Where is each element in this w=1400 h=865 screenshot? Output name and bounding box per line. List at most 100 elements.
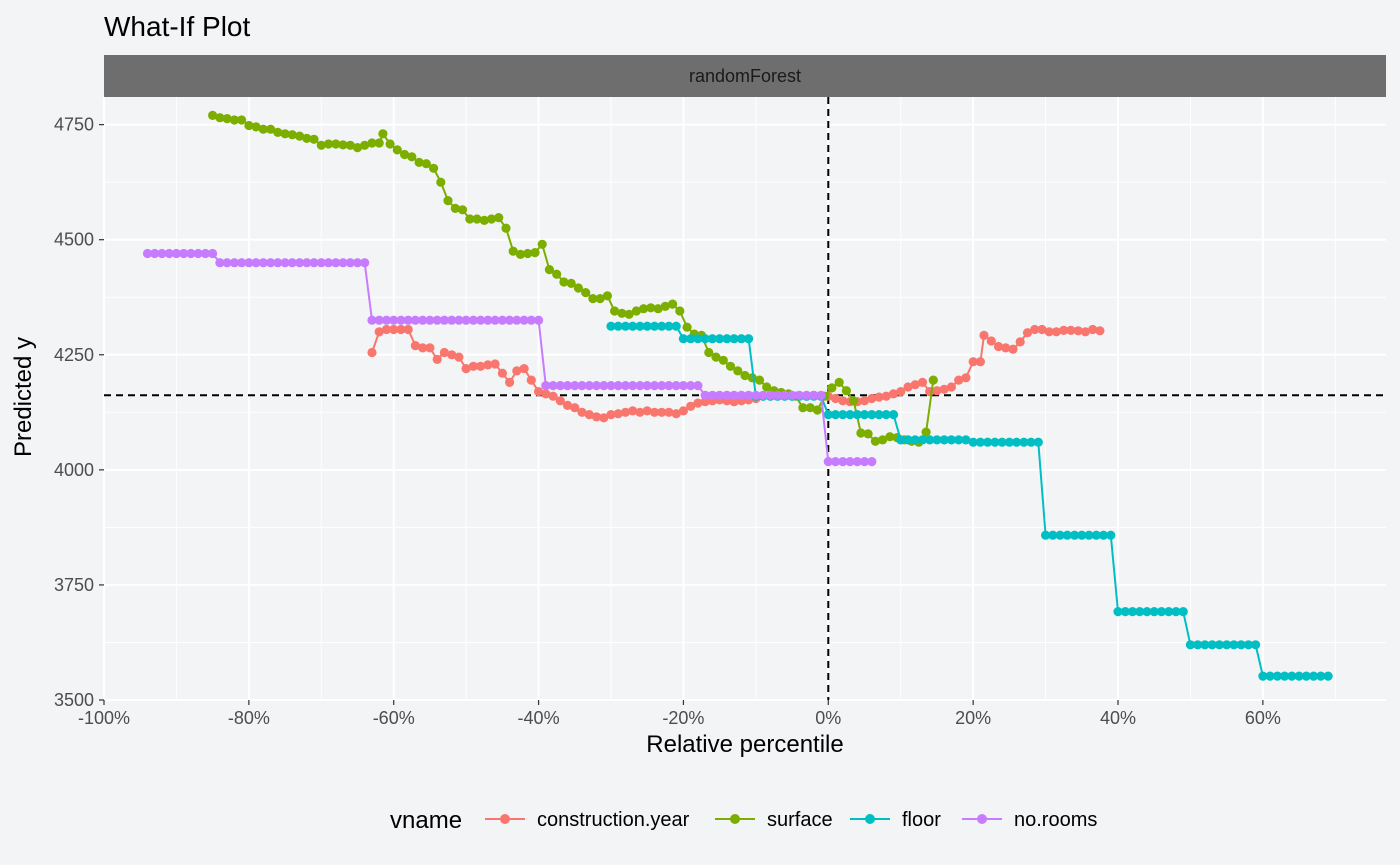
data-point (400, 149, 410, 160)
data-point (523, 248, 533, 259)
data-point (620, 381, 631, 391)
data-point (570, 403, 580, 413)
x-axis: -100% -80% -60% -40% -20% 0% 20% 40% 60% (78, 700, 1281, 728)
data-point (1185, 640, 1195, 650)
data-point (649, 381, 660, 391)
data-point (588, 294, 598, 304)
data-point (1294, 671, 1304, 681)
data-point (447, 350, 457, 360)
data-point (649, 407, 660, 417)
data-point (1004, 437, 1015, 447)
data-point (461, 364, 471, 374)
data-point (273, 127, 283, 137)
data-point (439, 347, 449, 358)
data-point (541, 389, 551, 399)
data-point (425, 343, 435, 353)
data-point (888, 389, 899, 399)
data-point (577, 407, 587, 417)
data-point (700, 334, 710, 344)
data-point (1062, 530, 1072, 540)
data-point (537, 239, 547, 249)
data-point (450, 203, 460, 213)
data-point (432, 354, 442, 364)
facet-label: randomForest (689, 66, 801, 86)
legend-key-point (865, 814, 875, 824)
x-tick-label: -80% (228, 708, 270, 728)
data-point (1164, 607, 1174, 617)
data-point (613, 409, 623, 419)
data-point (497, 315, 507, 325)
data-point (744, 334, 754, 344)
data-point (552, 269, 562, 279)
data-point (1207, 640, 1217, 650)
data-point (171, 248, 181, 259)
data-point (1135, 607, 1145, 617)
data-point (295, 258, 305, 268)
data-point (693, 398, 703, 408)
data-point (628, 321, 638, 331)
data-point (512, 315, 522, 325)
data-point (591, 381, 602, 391)
data-point (635, 381, 645, 391)
data-point (186, 248, 196, 259)
data-point (515, 249, 526, 259)
data-point (287, 258, 297, 268)
data-point (323, 258, 334, 268)
data-point (403, 324, 413, 335)
data-point (617, 308, 627, 318)
data-point (367, 315, 377, 325)
data-point (751, 390, 761, 400)
y-axis-title: Predicted y (10, 337, 37, 457)
data-point (316, 140, 326, 150)
data-point (548, 391, 558, 401)
data-point (251, 258, 261, 268)
data-point (526, 315, 536, 325)
data-point (360, 258, 370, 268)
data-point (584, 381, 594, 391)
data-point (237, 115, 247, 125)
data-point (917, 435, 928, 445)
data-point (1066, 325, 1076, 335)
data-point (668, 299, 678, 309)
data-point (1149, 607, 1159, 617)
data-point (704, 347, 714, 358)
data-point (725, 361, 736, 371)
data-point (414, 157, 424, 167)
data-point (849, 396, 859, 406)
data-point (841, 386, 852, 396)
data-point (809, 390, 819, 400)
data-point (439, 315, 449, 325)
data-point (664, 321, 674, 331)
data-point (1106, 530, 1116, 540)
data-point (1243, 640, 1253, 650)
y-tick-label: 4250 (54, 345, 94, 365)
legend-title: vname (390, 807, 462, 834)
x-tick-label: 20% (955, 708, 991, 728)
y-tick-label: 3750 (54, 575, 94, 595)
data-point (888, 410, 899, 420)
legend-key-point (730, 814, 740, 824)
data-point (559, 277, 569, 287)
data-point (381, 315, 392, 325)
data-point (1316, 671, 1326, 681)
data-point (975, 437, 986, 447)
data-point (787, 390, 797, 400)
data-point (323, 139, 334, 149)
data-point (986, 336, 996, 346)
data-point (1019, 437, 1029, 447)
data-point (765, 390, 776, 400)
data-point (885, 432, 895, 442)
series-surface (208, 110, 938, 447)
data-point (1037, 324, 1047, 335)
data-point (852, 410, 862, 420)
data-point (649, 321, 660, 331)
data-point (338, 258, 348, 268)
data-point (867, 410, 877, 420)
data-point (244, 120, 254, 131)
data-point (762, 382, 772, 392)
data-point (823, 457, 833, 467)
data-point (367, 138, 377, 148)
data-point (881, 410, 891, 420)
data-point (429, 163, 439, 173)
data-point (736, 390, 747, 400)
